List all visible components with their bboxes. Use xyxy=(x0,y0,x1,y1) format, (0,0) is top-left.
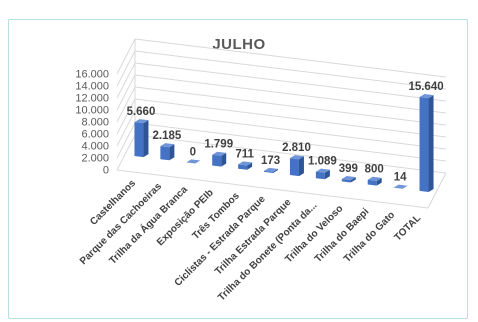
bar-side xyxy=(324,169,330,180)
bar-side xyxy=(298,156,304,177)
data-label: 711 xyxy=(235,148,254,160)
gridline xyxy=(134,110,447,150)
bar xyxy=(315,171,325,180)
bar-top xyxy=(264,167,279,172)
chart-title: JULHO xyxy=(212,36,266,53)
bar-top xyxy=(186,159,201,164)
bar xyxy=(419,97,429,192)
gridline xyxy=(134,134,447,174)
bar-top xyxy=(134,119,149,124)
gridline xyxy=(134,98,447,138)
gridline-side xyxy=(116,50,136,87)
bar-side xyxy=(247,162,253,170)
gridline-side xyxy=(116,62,136,99)
bar-top xyxy=(393,184,408,189)
gridline xyxy=(134,86,447,126)
bar xyxy=(160,146,170,161)
gridline xyxy=(134,38,447,78)
bar-top xyxy=(341,175,356,181)
bar xyxy=(289,158,299,177)
bar-top xyxy=(212,151,227,156)
bar xyxy=(341,178,351,183)
data-label: 1.799 xyxy=(204,139,233,151)
bar-top xyxy=(160,143,175,148)
y-tick-label: 14.000 xyxy=(75,81,109,93)
gridline-side xyxy=(116,122,136,159)
y-tick-label: 6.000 xyxy=(81,129,109,141)
bar-top xyxy=(315,168,330,173)
data-label: 0 xyxy=(190,146,196,158)
gridline xyxy=(134,62,447,102)
bar-side xyxy=(273,168,279,173)
data-label: 1.089 xyxy=(308,156,337,168)
bar xyxy=(393,187,403,189)
data-label: 800 xyxy=(365,164,384,176)
gridline-side xyxy=(116,134,136,171)
data-label: 2.810 xyxy=(282,142,311,154)
y-tick-label: 12.000 xyxy=(75,93,109,105)
bar-side xyxy=(428,95,434,192)
y-tick-label: 10.000 xyxy=(75,105,109,117)
floor-front-edge xyxy=(116,169,429,209)
bar xyxy=(264,170,274,173)
y-tick-label: 2.000 xyxy=(81,153,109,165)
gridline-side xyxy=(116,98,136,135)
data-label: 2.185 xyxy=(152,130,181,142)
bar-top xyxy=(419,94,434,99)
y-tick-label: 4.000 xyxy=(81,141,109,153)
gridline-side xyxy=(116,74,136,111)
gridline xyxy=(134,74,447,114)
y-tick-label: 8.000 xyxy=(81,117,109,129)
bar-side xyxy=(402,185,408,189)
data-label: 5.660 xyxy=(127,106,156,118)
bar-side xyxy=(143,120,149,158)
bar xyxy=(367,179,377,186)
bar-side xyxy=(169,144,175,161)
bar xyxy=(212,154,222,167)
bar-side xyxy=(376,177,382,186)
bar-top xyxy=(238,161,253,166)
gridline xyxy=(134,50,447,90)
gridline-side xyxy=(116,38,136,75)
chart-frame xyxy=(8,19,468,319)
gridline-side xyxy=(116,110,136,147)
bar-side xyxy=(221,152,227,167)
bar-top xyxy=(289,155,304,160)
bar xyxy=(238,164,248,170)
y-tick-label: 16.000 xyxy=(75,69,109,81)
gridline xyxy=(134,122,447,162)
bar-side xyxy=(350,177,356,183)
data-label: 173 xyxy=(261,155,280,167)
bar xyxy=(134,122,144,158)
data-label: 14 xyxy=(394,172,407,184)
data-label: 399 xyxy=(339,163,358,175)
gridline-side xyxy=(116,86,136,123)
bar-top xyxy=(367,176,382,181)
data-label: 15.640 xyxy=(408,81,443,93)
floor-right-edge xyxy=(427,172,447,209)
y-tick-label: 0 xyxy=(103,165,109,177)
category-label: Trilha do Gato xyxy=(342,210,397,265)
